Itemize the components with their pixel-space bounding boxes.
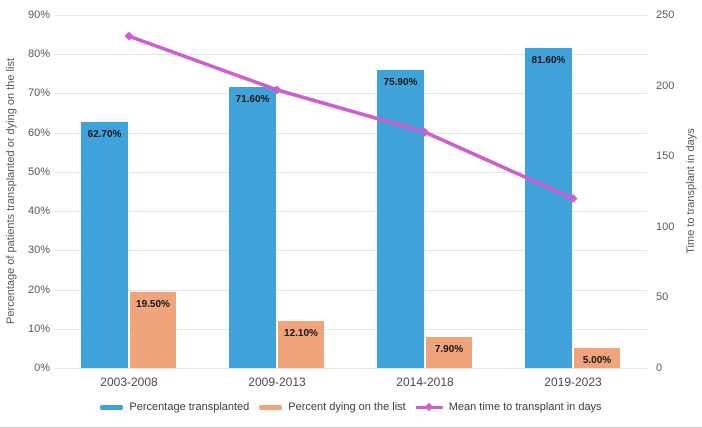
bar-value-label: 7.90%	[434, 344, 464, 355]
bar-percentage-transplanted	[525, 47, 572, 368]
left-axis-tick: 0%	[34, 362, 50, 374]
left-axis-tick: 20%	[27, 283, 50, 296]
line-marker-diamond	[124, 31, 134, 41]
legend-item-percentage-transplanted: Percentage transplanted	[100, 401, 249, 413]
left-axis-tick: 40%	[27, 205, 50, 218]
legend-label: Percentage transplanted	[129, 401, 250, 413]
right-axis-ticks: 0 50 100 150 200 250	[656, 9, 700, 374]
bar-percentage-transplanted	[229, 87, 276, 368]
gridline	[55, 250, 647, 252]
plot-area: 62.70% 71.60% 75.90% 81.60% 19.50% 12.10% 7.90…	[55, 15, 647, 369]
x-axis-labels: 2003-2008 2009-2013 2014-2018 2019-2023	[55, 375, 647, 391]
legend: Percentage transplanted Percent dying on …	[0, 401, 702, 413]
bar-value-label: 81.60%	[531, 54, 566, 66]
legend-marker-diamond	[424, 402, 434, 412]
left-axis-tick: 50%	[27, 165, 50, 178]
bar-value-label: 5.00%	[582, 355, 612, 367]
left-axis-tick: 60%	[27, 126, 50, 139]
gridline	[55, 15, 647, 16]
legend-swatch-bar	[259, 404, 283, 410]
right-axis-tick: 100	[656, 220, 675, 233]
right-axis-tick: 250	[656, 9, 675, 21]
left-axis-tick: 80%	[27, 48, 50, 61]
x-axis-label: 2014-2018	[396, 375, 454, 389]
x-axis-label: 2003-2008	[100, 375, 158, 389]
gridline	[55, 289, 647, 291]
legend-item-mean-time-to-transplant-in-days: Mean time to transplant in days	[415, 401, 602, 413]
right-axis-tick: 200	[656, 79, 675, 92]
line-marker-diamond	[568, 194, 578, 204]
left-axis-ticks: 0% 10% 20% 30% 40% 50% 60% 70% 80% 90%	[0, 9, 50, 374]
left-axis-tick: 70%	[27, 87, 50, 100]
gridline	[55, 211, 647, 213]
legend-label: Percent dying on the list	[288, 401, 406, 413]
bar-value-label: 62.70%	[87, 129, 122, 141]
right-axis-tick: 50	[656, 291, 669, 304]
line-mean-time-to-transplant-in-days	[124, 31, 578, 204]
bar-percent-dying-on-the-list	[574, 348, 620, 368]
left-axis-tick: 30%	[27, 244, 50, 257]
legend-swatch-line	[415, 402, 443, 412]
bar-value-label: 75.90%	[383, 77, 418, 89]
legend-swatch-bar	[100, 404, 124, 410]
gridline	[55, 171, 647, 173]
bar-percent-dying-on-the-list	[278, 320, 324, 368]
right-axis-tick: 0	[656, 362, 663, 374]
x-axis-label: 2019-2023	[544, 375, 602, 389]
gridline	[55, 328, 647, 330]
line-marker-diamond	[272, 85, 282, 95]
gridline	[55, 132, 647, 134]
bar-value-label: 12.10%	[284, 327, 318, 339]
line-marker-diamond	[420, 127, 430, 137]
bar-value-label: 71.60%	[235, 94, 270, 106]
gridline	[55, 93, 647, 95]
bar-percent-dying-on-the-list	[130, 291, 176, 368]
right-axis-tick: 150	[656, 150, 675, 163]
bar-percentage-transplanted	[81, 122, 128, 368]
gridline	[55, 368, 647, 369]
bar-percent-dying-on-the-list	[426, 337, 472, 368]
left-axis-tick: 10%	[27, 322, 50, 335]
x-axis-label: 2009-2013	[248, 375, 306, 389]
legend-label: Mean time to transplant in days	[448, 401, 602, 413]
bar-value-label: 19.50%	[136, 298, 170, 310]
gridline	[55, 54, 647, 56]
legend-item-percent-dying-on-the-list: Percent dying on the list	[259, 401, 406, 413]
left-axis-tick: 90%	[27, 9, 50, 21]
